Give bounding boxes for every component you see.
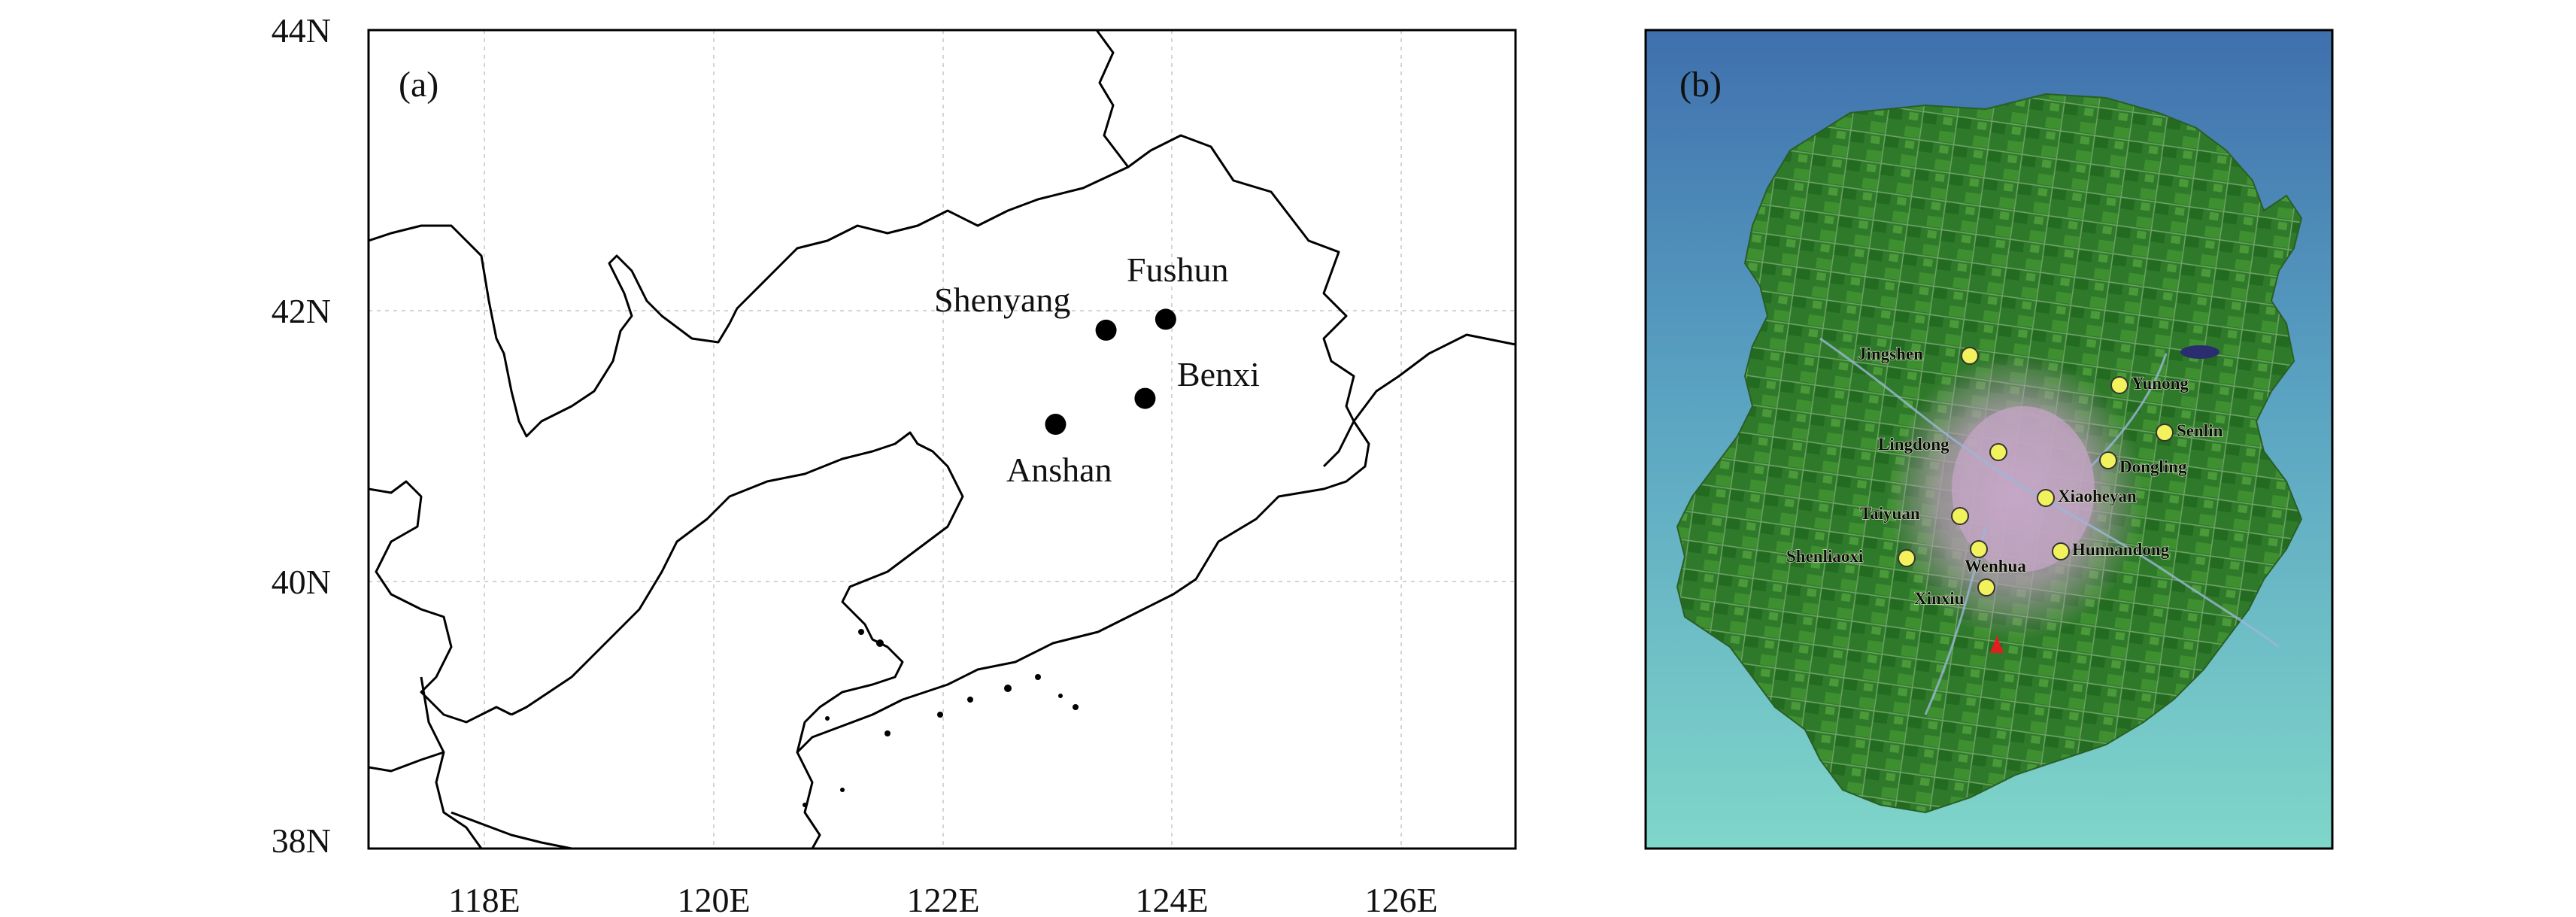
- station-marker-xiaoheyan: [2037, 489, 2055, 507]
- city-marker-shenyang: [1095, 319, 1117, 341]
- station-label-taiyuan: Taiyuan: [1860, 504, 1920, 523]
- panel-b-label: (b): [1679, 65, 1722, 105]
- station-marker-taiyuan: [1951, 507, 1969, 525]
- station-marker-senlin: [2156, 424, 2174, 442]
- city-marker-benxi: [1134, 387, 1156, 409]
- city-label-anshan: Anshan: [1006, 451, 1112, 489]
- lon-tick-118e: 118E: [448, 881, 520, 917]
- station-label-hunnandong: Hunnandong: [2072, 540, 2170, 559]
- station-marker-jingshen: [1961, 347, 1979, 365]
- station-label-lingdong: Lingdong: [1878, 435, 1949, 454]
- lon-tick-124e: 124E: [1135, 881, 1208, 917]
- lat-tick-44n: 44N: [272, 11, 331, 50]
- panel-b-stations: Jingshen Yunong Senlin Lingdong Dongling…: [1786, 344, 2223, 608]
- station-marker-dongling: [2099, 451, 2117, 469]
- city-label-shenyang: Shenyang: [934, 281, 1070, 319]
- station-label-yunong: Yunong: [2131, 374, 2189, 393]
- panel-a-gridlines: [369, 30, 1516, 849]
- panel-b-urban-core: [1952, 406, 2095, 572]
- city-marker-fushun: [1154, 308, 1176, 330]
- lat-tick-38n: 38N: [272, 821, 331, 860]
- panel-b-red-marker: [1990, 636, 2004, 653]
- lon-tick-122e: 122E: [906, 881, 979, 917]
- lon-tick-126e: 126E: [1364, 881, 1437, 917]
- panel-a-frame: [367, 29, 1517, 850]
- panel-a-lat-ticks: 44N 42N 40N 38N: [272, 11, 331, 860]
- station-label-dongling: Dongling: [2119, 457, 2187, 476]
- city-label-fushun: Fushun: [1127, 251, 1228, 289]
- station-marker-xinxiu: [1977, 578, 1995, 597]
- station-label-xiaoheyan: Xiaoheyan: [2058, 487, 2137, 506]
- station-label-jingshen: Jingshen: [1858, 345, 1923, 363]
- station-marker-lingdong: [1989, 443, 2007, 461]
- city-marker-anshan: [1045, 414, 1067, 436]
- panel-a-lon-ticks: 118E 120E 122E 124E 126E: [448, 881, 1437, 917]
- station-label-wenhua: Wenhua: [1965, 557, 2026, 575]
- station-marker-hunnandong: [2052, 542, 2070, 560]
- panel-b: Jingshen Yunong Senlin Lingdong Dongling…: [1644, 29, 2334, 850]
- panel-a-cities: Shenyang Fushun Benxi Anshan: [934, 251, 1260, 489]
- lon-tick-120e: 120E: [677, 881, 750, 917]
- panel-a-label: (a): [399, 65, 438, 105]
- station-marker-shenliaoxi: [1898, 549, 1916, 567]
- panel-a-islands: [803, 629, 1079, 807]
- panel-a-coastline-borders: [369, 30, 1516, 849]
- station-label-shenliaoxi: Shenliaoxi: [1786, 547, 1864, 566]
- station-marker-yunong: [2110, 376, 2128, 394]
- panel-b-reservoir: [2180, 345, 2219, 359]
- station-label-xinxiu: Xinxiu: [1914, 589, 1965, 608]
- panel-a: (a) 44N 42N 40N 38N 118E 120E 122E 124E …: [272, 11, 1517, 917]
- station-label-senlin: Senlin: [2177, 421, 2223, 440]
- panel-b-frame: [1644, 29, 2334, 850]
- lat-tick-40n: 40N: [272, 563, 331, 601]
- station-marker-wenhua: [1970, 540, 1988, 558]
- city-label-benxi: Benxi: [1177, 355, 1260, 393]
- lat-tick-42n: 42N: [272, 292, 331, 330]
